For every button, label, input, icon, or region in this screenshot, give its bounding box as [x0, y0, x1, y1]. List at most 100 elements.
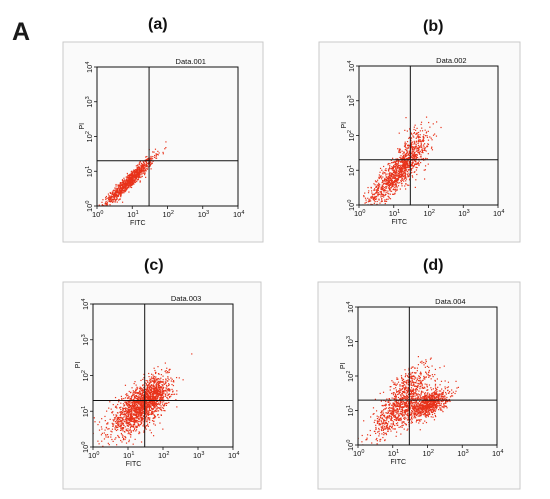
event-point: [394, 415, 397, 417]
event-point: [381, 414, 383, 416]
event-point: [401, 393, 403, 395]
event-point: [145, 415, 148, 418]
event-point: [146, 389, 148, 391]
event-point: [157, 366, 159, 368]
event-point: [405, 410, 407, 412]
event-point: [405, 393, 407, 395]
event-point: [127, 425, 130, 427]
event-point: [130, 420, 133, 422]
event-point: [114, 427, 116, 429]
event-point: [105, 434, 107, 436]
event-point: [134, 401, 136, 403]
event-point: [375, 428, 377, 430]
event-point: [124, 191, 126, 193]
event-point: [111, 198, 114, 201]
event-point: [414, 385, 416, 387]
event-point: [392, 411, 395, 413]
event-point: [364, 197, 367, 199]
event-point: [403, 161, 405, 163]
event-point: [153, 401, 155, 403]
event-point: [412, 402, 414, 404]
event-point: [144, 426, 146, 429]
event-point: [108, 198, 110, 200]
event-point: [149, 392, 152, 394]
event-point: [412, 153, 414, 155]
event-point: [135, 398, 138, 400]
event-point: [413, 140, 415, 142]
event-point: [427, 143, 429, 145]
event-point: [398, 169, 400, 171]
event-point: [382, 436, 384, 439]
event-point: [130, 398, 132, 400]
event-point: [114, 438, 116, 440]
event-point: [415, 179, 417, 181]
panel-frame: [317, 281, 521, 490]
event-point: [171, 378, 173, 380]
event-point: [421, 387, 423, 389]
event-point: [386, 173, 388, 175]
event-point: [407, 153, 409, 155]
event-point: [123, 185, 125, 187]
event-point: [139, 387, 142, 389]
event-point: [152, 409, 154, 411]
event-point: [141, 406, 143, 408]
event-point: [436, 406, 438, 408]
event-point: [407, 173, 409, 176]
event-point: [140, 388, 142, 390]
event-point: [406, 160, 408, 162]
event-point: [144, 394, 146, 396]
event-point: [133, 169, 135, 171]
event-point: [391, 167, 394, 169]
event-point: [160, 387, 162, 389]
event-point: [151, 396, 154, 398]
event-point: [424, 169, 426, 171]
event-point: [393, 165, 395, 167]
event-point: [389, 403, 391, 406]
event-point: [143, 404, 145, 406]
event-point: [384, 416, 386, 418]
event-point: [369, 434, 372, 436]
event-point: [404, 141, 406, 143]
event-point: [405, 169, 407, 171]
event-point: [116, 196, 118, 198]
event-point: [397, 419, 400, 422]
event-point: [158, 384, 160, 386]
event-point: [422, 391, 424, 393]
event-point: [402, 164, 404, 166]
event-point: [423, 148, 426, 150]
event-point: [406, 429, 408, 431]
event-point: [422, 140, 424, 143]
event-point: [386, 417, 388, 419]
event-point: [410, 392, 413, 394]
y-tick-label: 102: [85, 131, 94, 142]
event-point: [411, 133, 413, 135]
event-point: [141, 172, 143, 174]
event-point: [136, 425, 138, 428]
event-point: [410, 396, 412, 398]
event-point: [384, 423, 386, 425]
event-point: [400, 170, 402, 172]
event-point: [401, 167, 404, 169]
event-point: [111, 200, 113, 202]
event-point: [162, 407, 165, 409]
event-point: [396, 408, 398, 410]
event-point: [440, 404, 442, 407]
event-point: [149, 429, 151, 431]
event-point: [155, 376, 157, 378]
event-point: [432, 411, 435, 413]
event-point: [153, 411, 155, 413]
event-point: [142, 165, 144, 167]
event-point: [389, 406, 391, 409]
event-point: [115, 200, 117, 202]
event-point: [149, 392, 151, 395]
event-point: [136, 407, 138, 409]
event-point: [415, 158, 417, 160]
event-point: [139, 175, 141, 177]
event-point: [129, 392, 132, 394]
event-point: [141, 173, 143, 175]
event-point: [431, 149, 434, 151]
event-point: [131, 409, 133, 412]
event-point: [396, 405, 398, 407]
event-point: [410, 169, 413, 171]
event-point: [378, 433, 381, 435]
